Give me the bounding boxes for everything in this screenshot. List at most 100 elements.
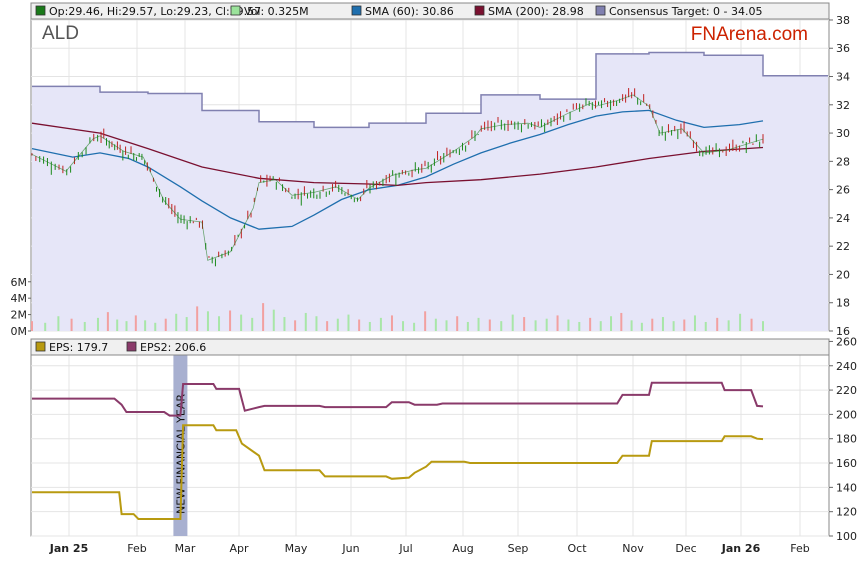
eps-panel: NEW FINANCIAL YEAR EPS: 179.7 EPS2: 206.6… <box>30 335 857 543</box>
volume-bar <box>413 322 416 331</box>
volume-bar <box>154 322 157 331</box>
volume-bar <box>640 322 643 331</box>
eps-tick-label: 180 <box>836 433 857 446</box>
legend-swatch <box>351 5 362 16</box>
volume-y-ticks: 0M 2M 4M 6M <box>11 276 31 338</box>
volume-bar <box>206 311 209 331</box>
volume-bar <box>477 317 480 331</box>
x-tick-label: Jan 26 <box>721 542 761 555</box>
volume-bar <box>578 321 581 331</box>
volume-bar <box>44 322 47 331</box>
volume-bar <box>424 311 427 331</box>
volume-bar <box>661 317 664 331</box>
volume-bar <box>125 321 128 331</box>
volume-bar <box>57 316 60 331</box>
volume-bar <box>106 312 109 331</box>
price-tick-label: 20 <box>836 268 850 281</box>
eps-legend-bar <box>30 338 830 356</box>
price-y-ticks: 16 18 20 22 24 26 28 30 32 34 36 38 <box>829 14 850 338</box>
volume-bar <box>116 319 119 331</box>
volume-bar <box>70 318 73 331</box>
volume-bar <box>229 310 232 331</box>
volume-bar <box>589 317 592 331</box>
volume-bar <box>358 319 361 331</box>
volume-bar <box>218 316 221 331</box>
volume-bar <box>567 319 570 331</box>
price-lines <box>31 51 828 230</box>
x-tick-label: Dec <box>675 542 696 555</box>
volume-bar <box>556 315 559 331</box>
volume-bar <box>500 321 503 331</box>
legend-swatch <box>230 5 241 16</box>
volume-bar <box>716 317 719 331</box>
x-tick-label: Feb <box>790 542 809 555</box>
legend-swatch <box>126 341 137 352</box>
x-tick-label: Jul <box>398 542 412 555</box>
volume-bar <box>620 312 623 331</box>
volume-bar <box>683 319 686 331</box>
volume-bar <box>294 320 297 331</box>
ticker-symbol: ALD <box>42 23 79 44</box>
eps-y-ticks: 100 120 140 160 180 200 220 240 260 <box>829 335 857 543</box>
volume-tick-label: 2M <box>11 309 28 322</box>
consensus-target-area <box>32 52 828 331</box>
price-tick-label: 34 <box>836 71 850 84</box>
price-tick-label: 18 <box>836 297 850 310</box>
volume-bar <box>175 313 178 331</box>
new-financial-year-marker <box>173 355 188 536</box>
x-tick-label: Feb <box>127 542 146 555</box>
volume-bar <box>599 321 602 331</box>
x-tick-label: Aug <box>452 542 473 555</box>
volume-bar <box>727 320 730 331</box>
price-tick-label: 22 <box>836 240 850 253</box>
volume-bar <box>368 321 371 331</box>
volume-bar <box>304 312 307 331</box>
price-legend-bar <box>30 2 830 20</box>
x-tick-label: May <box>285 542 308 555</box>
eps-tick-label: 140 <box>836 481 857 494</box>
price-tick-label: 38 <box>836 14 850 27</box>
volume-tick-label: 0M <box>11 325 28 338</box>
eps-panel-frame <box>30 338 830 537</box>
legend-label: EPS: 179.7 <box>49 341 108 354</box>
consensus-target-line <box>32 51 828 129</box>
volume-bar <box>762 321 764 331</box>
volume-bar <box>390 315 393 331</box>
eps-tick-label: 160 <box>836 457 857 470</box>
volume-bar <box>196 306 199 331</box>
volume-bar <box>704 321 707 331</box>
x-tick-label: Sep <box>508 542 529 555</box>
volume-bar <box>402 321 405 331</box>
volume-bar <box>185 317 188 331</box>
volume-bar <box>534 320 537 331</box>
volume-bar <box>750 318 753 331</box>
volume-bar <box>31 321 33 331</box>
volume-bar <box>262 303 265 331</box>
volume-tick-label: 4M <box>11 292 28 305</box>
volume-bar <box>379 317 382 331</box>
volume-bar <box>693 315 696 331</box>
volume-bar <box>466 321 469 331</box>
x-tick-label: Oct <box>567 542 587 555</box>
watermark-brand: FNArena.com <box>691 24 808 45</box>
volume-bar <box>326 321 329 331</box>
eps-tick-label: 100 <box>836 530 857 543</box>
x-axis-labels: Jan 25 Feb Mar Apr May Jun Jul Aug Sep Oct Nov Dec J… <box>49 542 810 555</box>
volume-tick-label: 6M <box>11 276 28 289</box>
legend-label: Vol: 0.325M <box>244 5 309 18</box>
eps-line <box>32 424 764 520</box>
price-candles <box>31 88 764 267</box>
volume-bars <box>31 303 764 331</box>
x-tick-label: Jun <box>341 542 359 555</box>
new-financial-year-label: NEW FINANCIAL YEAR <box>174 394 187 514</box>
legend-label: Op:29.46, Hi:29.57, Lo:29.23, Cl:29.57 <box>49 5 261 18</box>
volume-bar <box>272 309 275 331</box>
legend-label: Consensus Target: 0 - 34.05 <box>609 5 762 18</box>
price-tick-label: 30 <box>836 127 850 140</box>
volume-bar <box>144 320 147 331</box>
volume-bar <box>164 318 167 331</box>
legend-label: SMA (200): 28.98 <box>488 5 584 18</box>
volume-bar <box>283 317 286 331</box>
volume-bar <box>445 320 448 331</box>
volume-bar <box>434 318 437 331</box>
